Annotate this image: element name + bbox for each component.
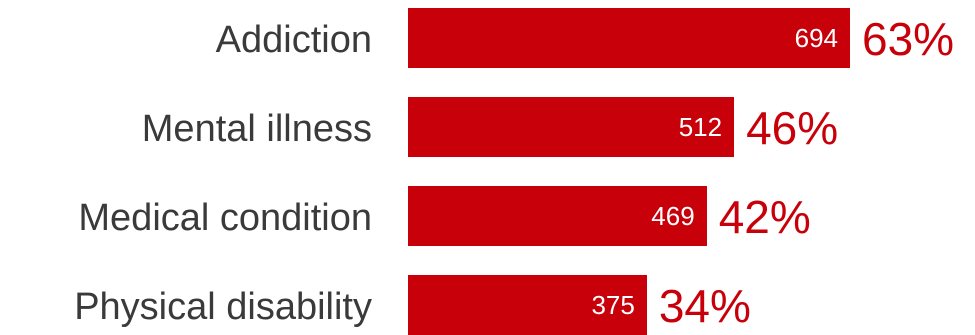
category-label: Medical condition	[78, 197, 372, 239]
bar-value-label: 694	[794, 23, 838, 53]
bar: 694	[408, 8, 850, 68]
bar-value-label: 469	[651, 201, 695, 231]
percent-label: 42%	[718, 191, 811, 243]
bar-value-label: 375	[591, 290, 635, 320]
bar-value-label: 512	[678, 112, 723, 142]
percent-label: 34%	[658, 280, 751, 332]
bar: 375	[408, 275, 647, 335]
bar: 469	[408, 186, 707, 246]
bar: 512	[408, 97, 735, 157]
percent-label: 63%	[862, 13, 955, 65]
category-label: Physical disability	[74, 286, 372, 328]
category-label: Mental illness	[141, 108, 372, 150]
category-label: Addiction	[215, 19, 372, 61]
percent-label: 46%	[746, 102, 839, 154]
